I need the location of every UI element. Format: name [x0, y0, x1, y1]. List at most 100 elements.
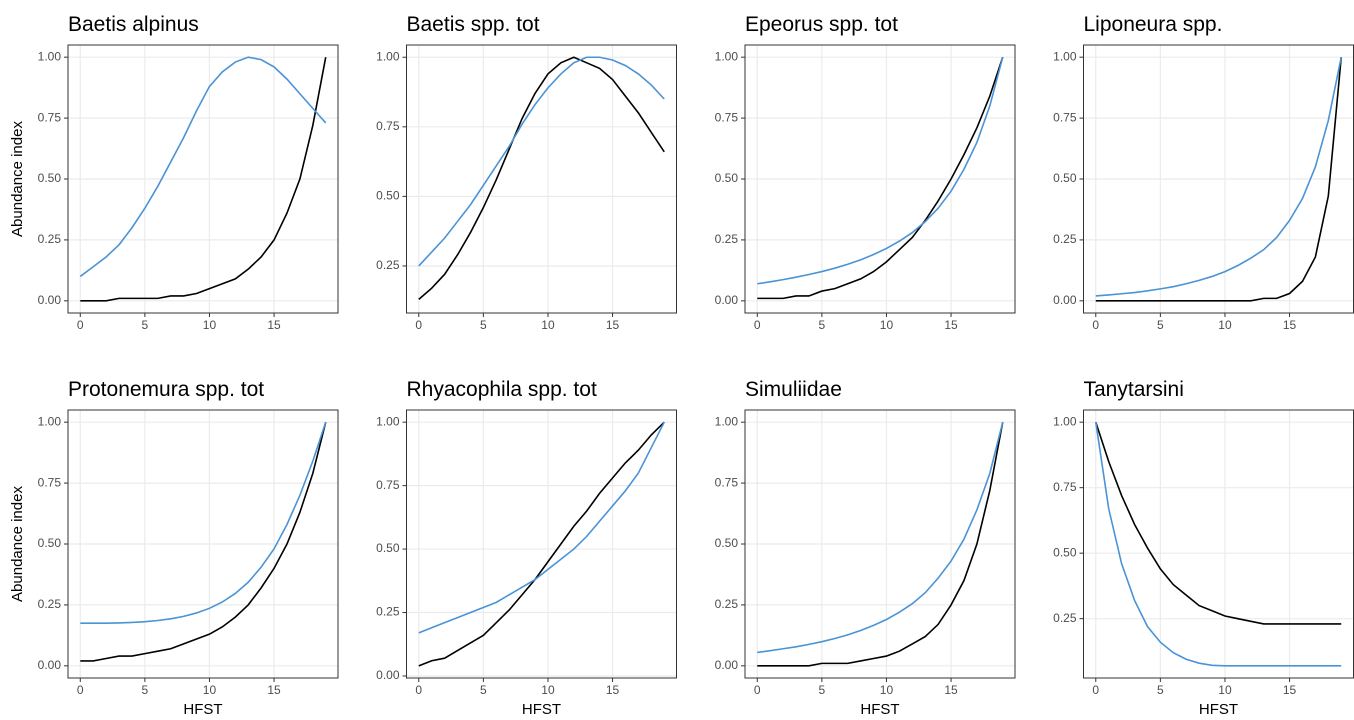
y-tick-label: 0.50: [38, 171, 62, 185]
series-line: [80, 57, 327, 302]
series-line: [757, 422, 1004, 667]
panel-border: [67, 44, 339, 314]
series-line: [418, 56, 665, 267]
panel-title: Baetis alpinus: [68, 13, 199, 36]
y-axis-title: Abundance index: [9, 121, 26, 237]
y-tick-label: 0.50: [376, 541, 400, 555]
y-tick-label: 1.00: [376, 49, 400, 63]
y-tick-label: 1.00: [376, 414, 400, 428]
x-axis-title: HFST: [1199, 701, 1238, 718]
x-tick-label: 5: [819, 683, 826, 697]
series-line: [1095, 421, 1342, 625]
y-tick-label: 0.50: [715, 171, 739, 185]
x-tick-label: 0: [415, 683, 422, 697]
y-tick-label: 1.00: [38, 414, 62, 428]
x-tick-label: 5: [480, 683, 487, 697]
x-tick-label: 15: [944, 683, 958, 697]
series-line: [418, 421, 665, 634]
x-tick-label: 0: [1092, 683, 1099, 697]
y-tick-label: 0.00: [1053, 293, 1077, 307]
x-tick-label: 5: [480, 318, 487, 332]
y-tick-label: 0.25: [376, 605, 400, 619]
y-tick-label: 0.75: [715, 475, 739, 489]
panel-title: Epeorus spp. tot: [745, 13, 898, 36]
series-line: [418, 56, 665, 300]
x-tick-label: 10: [203, 318, 217, 332]
x-tick-label: 15: [944, 318, 958, 332]
x-tick-label: 10: [203, 683, 217, 697]
y-tick-label: 0.25: [376, 258, 400, 272]
y-tick-label: 0.75: [376, 119, 400, 133]
y-tick-label: 0.75: [376, 478, 400, 492]
x-tick-label: 0: [77, 318, 84, 332]
panel-title: Tanytarsini: [1084, 378, 1184, 401]
panel-title: Liponeura spp.: [1084, 13, 1223, 36]
panel-title: Rhyacophila spp. tot: [407, 378, 597, 401]
y-tick-label: 0.75: [1053, 110, 1077, 124]
series-line: [1095, 57, 1343, 302]
panel-title: Simuliidae: [745, 378, 842, 401]
series-line: [757, 56, 1004, 300]
y-tick-label: 0.75: [38, 110, 62, 124]
y-tick-label: 1.00: [38, 49, 62, 63]
panel-title: Protonemura spp. tot: [68, 378, 264, 401]
x-tick-label: 10: [880, 318, 894, 332]
x-tick-label: 15: [606, 683, 620, 697]
x-tick-label: 15: [1283, 318, 1297, 332]
x-tick-label: 10: [880, 683, 894, 697]
series-line: [757, 56, 1004, 285]
panel-border: [744, 409, 1016, 679]
x-tick-label: 15: [606, 318, 620, 332]
y-tick-label: 0.00: [715, 293, 739, 307]
x-tick-label: 10: [541, 318, 555, 332]
y-tick-label: 0.50: [715, 536, 739, 550]
series-line: [79, 56, 327, 278]
y-tick-label: 0.25: [1053, 232, 1077, 246]
x-axis-title: HFST: [522, 701, 561, 718]
x-axis-title: HFST: [183, 701, 222, 718]
y-tick-label: 0.50: [1053, 171, 1077, 185]
y-tick-label: 0.00: [715, 658, 739, 672]
x-tick-label: 5: [1157, 683, 1164, 697]
series-line: [1095, 57, 1343, 297]
x-tick-label: 0: [754, 683, 761, 697]
y-tick-label: 1.00: [715, 414, 739, 428]
series-line: [757, 421, 1004, 654]
panel-border: [1083, 409, 1354, 679]
y-tick-label: 0.75: [38, 475, 62, 489]
y-tick-label: 1.00: [1053, 414, 1077, 428]
x-tick-label: 0: [1092, 318, 1099, 332]
x-tick-label: 0: [415, 318, 422, 332]
x-axis-title: HFST: [860, 701, 899, 718]
y-tick-label: 0.25: [715, 597, 739, 611]
y-tick-label: 0.75: [715, 110, 739, 124]
y-tick-label: 0.50: [1053, 545, 1077, 559]
panel-border: [744, 44, 1016, 314]
x-tick-label: 5: [819, 318, 826, 332]
x-tick-label: 5: [142, 318, 149, 332]
x-tick-label: 15: [267, 683, 281, 697]
y-tick-label: 0.25: [38, 232, 62, 246]
series-line: [1094, 422, 1342, 667]
x-tick-label: 10: [1218, 683, 1232, 697]
panel-border: [406, 409, 677, 679]
x-tick-label: 10: [1218, 318, 1232, 332]
y-tick-label: 0.25: [1053, 611, 1077, 625]
series-line: [418, 421, 665, 667]
y-tick-label: 0.00: [376, 668, 400, 682]
y-tick-label: 0.75: [1053, 480, 1077, 494]
x-tick-label: 10: [541, 683, 555, 697]
panel-border: [67, 409, 339, 679]
y-tick-label: 1.00: [1053, 49, 1077, 63]
y-tick-label: 0.00: [38, 658, 62, 672]
x-tick-label: 0: [754, 318, 761, 332]
y-tick-label: 0.50: [376, 189, 400, 203]
x-tick-label: 0: [77, 683, 84, 697]
panel-border: [406, 44, 677, 314]
x-tick-label: 5: [1157, 318, 1164, 332]
x-tick-label: 5: [142, 683, 149, 697]
y-tick-label: 0.25: [715, 232, 739, 246]
y-tick-label: 1.00: [715, 49, 739, 63]
